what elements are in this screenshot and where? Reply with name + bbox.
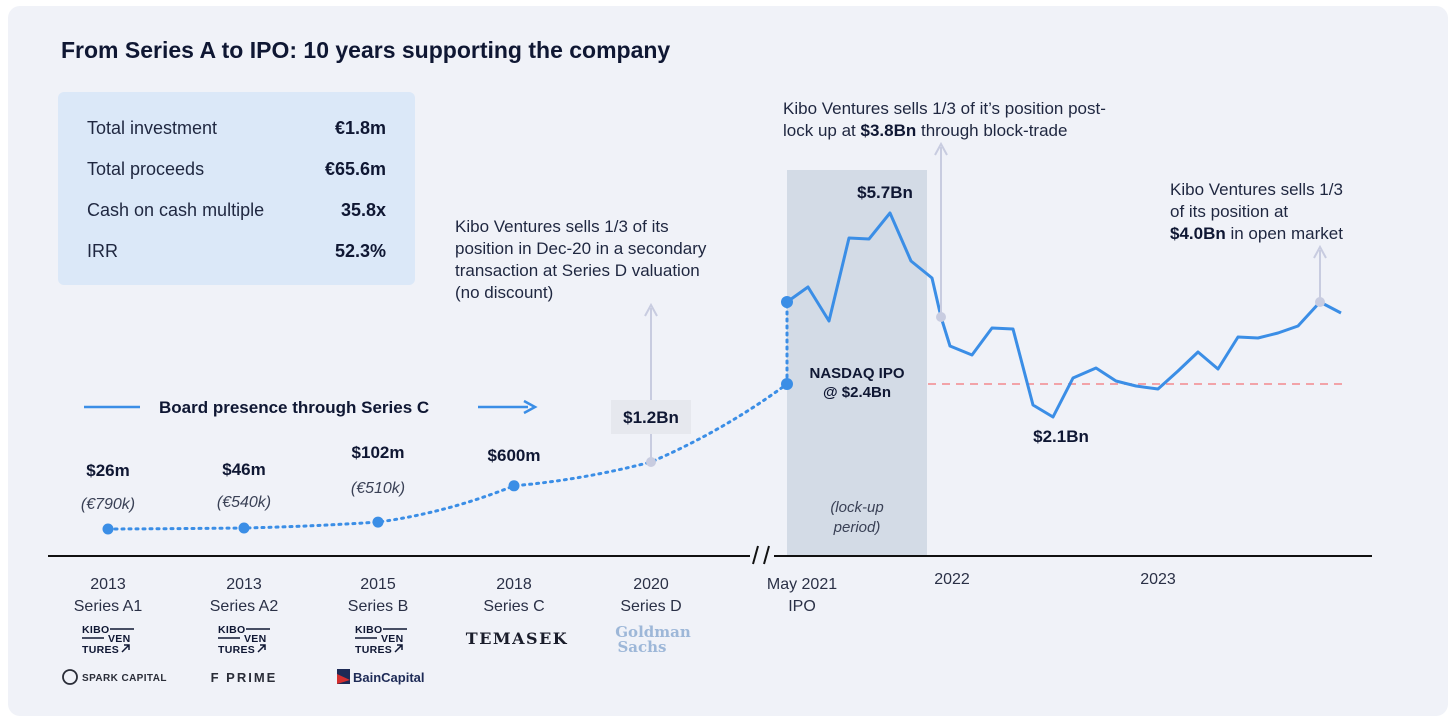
round-investment-1: (€540k) (217, 494, 271, 511)
chart-title: From Series A to IPO: 10 years supportin… (61, 37, 670, 63)
round-point-2 (372, 516, 384, 528)
annotation-block-line2: lock up at $3.8Bn through block-trade (783, 121, 1067, 140)
goldman-logo-line1: Goldman (615, 623, 691, 641)
axis-break-mark-2 (763, 545, 770, 565)
round-investment-2: (€510k) (351, 480, 405, 497)
lockup-label-line1: (lock-up (830, 499, 883, 516)
summary-value-3: 52.3% (335, 241, 386, 261)
lockup-label-line2: period) (833, 519, 881, 536)
tick-round-0: Series A1 (74, 598, 143, 615)
tick-round-3: Series C (483, 598, 544, 615)
trough-label: $2.1Bn (1033, 427, 1089, 446)
summary-table: Total investment €1.8m Total proceeds €65.6… (87, 118, 386, 261)
annotation-open-line1: Kibo Ventures sells 1/3 (1170, 180, 1343, 199)
tick-round-4: Series D (620, 598, 681, 615)
kibo-logo-a2: KIBO VEN TURES (218, 624, 270, 656)
round-point-3 (508, 480, 520, 492)
svg-text:SPARK CAPITAL: SPARK CAPITAL (82, 673, 167, 684)
tick-round-2: Series B (348, 598, 408, 615)
axis-break-mark-1 (752, 545, 759, 565)
annotation-block-line2-pre: lock up at (783, 121, 861, 140)
fprime-logo: F PRIME (211, 670, 278, 685)
svg-text:VEN: VEN (381, 633, 404, 645)
annotation-block-line1: Kibo Ventures sells 1/3 of it’s position… (783, 99, 1106, 118)
ipo-label-line2: @ $2.4Bn (823, 384, 891, 401)
block-trade-marker (934, 141, 948, 322)
annotation-open-line2: of its position at (1170, 202, 1288, 221)
private-tick-labels: 2013 Series A1 2013 Series A2 2015 Series B 20… (74, 576, 682, 615)
round-valuation-2: $102m (352, 443, 405, 462)
round-valuation-1: $46m (222, 460, 265, 479)
annotation-block-trade: Kibo Ventures sells 1/3 of it’s position… (783, 99, 1106, 140)
round-valuation-0: $26m (86, 461, 129, 480)
round-point-1 (238, 522, 250, 534)
tick-year-0: 2013 (90, 576, 126, 593)
annotation-open-line3: $4.0Bn in open market (1170, 224, 1343, 243)
summary-box (58, 92, 415, 285)
open-market-sale-marker (1313, 244, 1327, 307)
kibo-logo-b: KIBO VEN TURES (355, 624, 407, 656)
kibo-logo-a1: KIBO VEN TURES (82, 624, 134, 656)
round-point-0 (102, 523, 114, 535)
board-presence-arrow-head (523, 399, 538, 415)
svg-text:KIBO: KIBO (218, 624, 245, 636)
chart-card: From Series A to IPO: 10 years supportin… (8, 6, 1448, 716)
temasek-logo: TEMASEK (466, 629, 568, 648)
annotation-secondary-line2: position in Dec-20 in a secondary (455, 239, 707, 258)
tick-year-2: 2015 (360, 576, 396, 593)
svg-text:VEN: VEN (108, 633, 131, 645)
ipo-first-trade-point (781, 296, 793, 308)
summary-label-2: Cash on cash multiple (87, 200, 264, 220)
spark-icon (62, 669, 78, 685)
summary-value-2: 35.8x (341, 200, 386, 220)
bain-capital-logo: BainCapital (337, 669, 425, 685)
private-round-points: $26m (€790k) $46m (€540k) $102m (€510k) $600m (81, 443, 541, 535)
svg-text:TURES: TURES (355, 644, 392, 656)
tick-round-1: Series A2 (210, 598, 279, 615)
annotation-secondary-line3: transaction at Series D valuation (455, 261, 700, 280)
tick-year-3: 2018 (496, 576, 532, 593)
svg-text:KIBO: KIBO (355, 624, 382, 636)
tick-ipo-year: May 2021 (767, 576, 837, 593)
round-investment-0: (€790k) (81, 496, 135, 513)
summary-label-0: Total investment (87, 118, 217, 138)
summary-value-0: €1.8m (335, 118, 386, 138)
svg-text:VEN: VEN (244, 633, 267, 645)
svg-text:TURES: TURES (82, 644, 119, 656)
public-valuation-line (786, 211, 1342, 419)
private-valuation-line (106, 382, 789, 531)
peak-label: $5.7Bn (857, 183, 913, 202)
goldman-logo-line2: Sachs (617, 638, 666, 656)
series-d-valuation-label: $1.2Bn (623, 408, 679, 427)
investor-logos: KIBO VEN TURES KIBO VEN TURES KIBO VEN (62, 623, 691, 685)
annotation-open-line3-bold: $4.0Bn (1170, 224, 1226, 243)
chart-svg: From Series A to IPO: 10 years supportin… (48, 37, 1372, 685)
tick-ipo-round: IPO (788, 598, 816, 615)
summary-value-1: €65.6m (325, 159, 386, 179)
svg-text:TURES: TURES (218, 644, 255, 656)
lockup-period-band (787, 170, 927, 556)
annotation-secondary: Kibo Ventures sells 1/3 of its position … (455, 217, 707, 302)
round-valuation-3: $600m (488, 446, 541, 465)
spark-capital-logo: SPARK CAPITAL (62, 669, 167, 685)
tick-2022: 2022 (934, 571, 970, 588)
annotation-block-line2-bold: $3.8Bn (861, 121, 917, 140)
secondary-sale-marker: $1.2Bn (611, 302, 691, 467)
annotation-secondary-line1: Kibo Ventures sells 1/3 of its (455, 217, 669, 236)
ipo-label-line1: NASDAQ IPO (809, 365, 904, 382)
summary-label-3: IRR (87, 241, 118, 261)
tick-year-1: 2013 (226, 576, 262, 593)
svg-text:BainCapital: BainCapital (353, 670, 425, 685)
tick-year-4: 2020 (633, 576, 669, 593)
annotation-open-market: Kibo Ventures sells 1/3 of its position … (1170, 180, 1343, 243)
tick-2023: 2023 (1140, 571, 1176, 588)
annotation-secondary-line4: (no discount) (455, 283, 553, 302)
ipo-point (781, 378, 793, 390)
svg-text:KIBO: KIBO (82, 624, 109, 636)
board-presence-label: Board presence through Series C (159, 398, 429, 417)
annotation-open-line3-post: in open market (1226, 224, 1343, 243)
summary-label-1: Total proceeds (87, 159, 204, 179)
annotation-block-line2-post: through block-trade (916, 121, 1067, 140)
